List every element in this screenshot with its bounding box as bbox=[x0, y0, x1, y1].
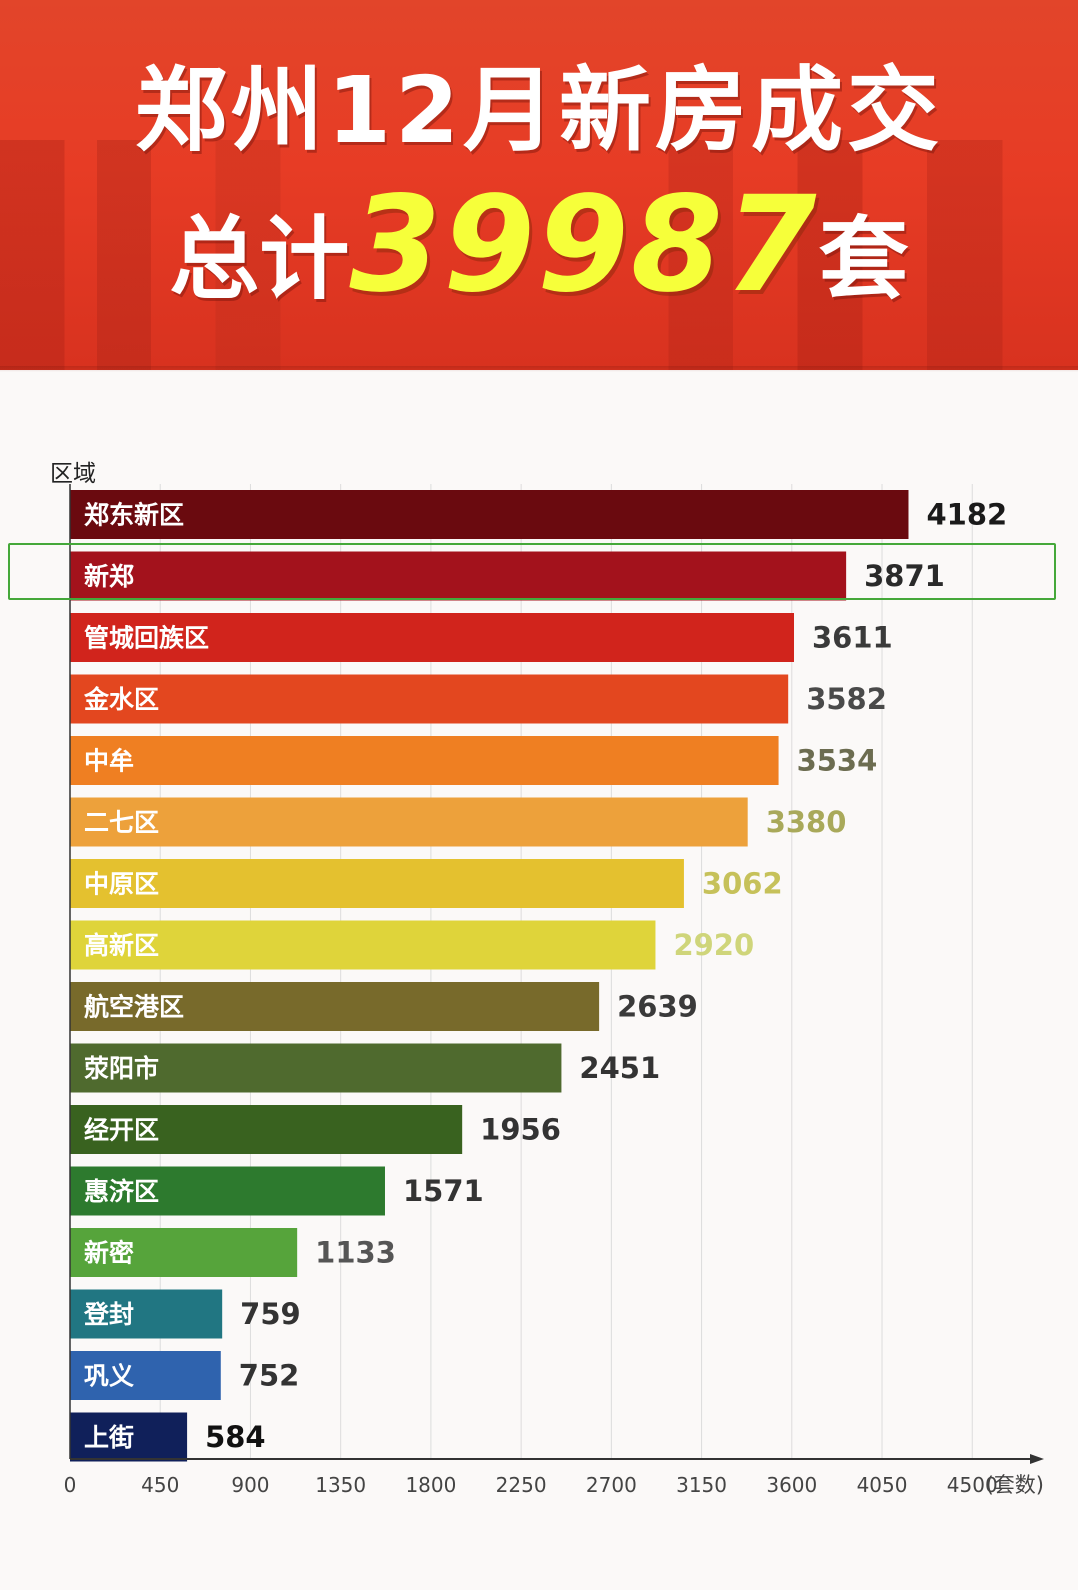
banner-title: 郑州12月新房成交 bbox=[134, 57, 944, 164]
bar bbox=[70, 982, 600, 1031]
value-label: 2639 bbox=[617, 990, 698, 1024]
value-label: 3871 bbox=[864, 559, 945, 593]
value-label: 1956 bbox=[480, 1113, 561, 1147]
x-tick-label: 900 bbox=[231, 1473, 269, 1497]
value-label: 3534 bbox=[797, 744, 878, 778]
category-label: 新郑 bbox=[84, 562, 134, 591]
x-tick-label: 2250 bbox=[496, 1473, 547, 1497]
bar bbox=[70, 736, 779, 785]
bar bbox=[70, 1228, 298, 1277]
value-label: 584 bbox=[205, 1420, 266, 1454]
banner-total: 总计39987套 bbox=[0, 168, 1078, 322]
total-prefix: 总计 bbox=[169, 207, 350, 312]
x-tick-label: 450 bbox=[141, 1473, 179, 1497]
x-tick-label: 4050 bbox=[857, 1473, 908, 1497]
category-label: 中原区 bbox=[84, 870, 159, 899]
x-tick-label: 4500 bbox=[947, 1473, 998, 1497]
value-label: 1133 bbox=[315, 1236, 396, 1270]
value-label: 1571 bbox=[403, 1174, 484, 1208]
category-label: 金水区 bbox=[83, 685, 159, 714]
category-label: 荥阳市 bbox=[84, 1054, 159, 1083]
value-label: 2451 bbox=[579, 1051, 660, 1085]
value-label: 4182 bbox=[926, 498, 1007, 532]
x-axis-arrow bbox=[1030, 1454, 1044, 1464]
bar bbox=[70, 1412, 188, 1462]
category-label: 管城回族区 bbox=[84, 624, 209, 653]
bar bbox=[70, 613, 795, 662]
value-label: 3582 bbox=[806, 682, 887, 716]
x-tick-label: 2700 bbox=[586, 1473, 637, 1497]
x-tick-label: 0 bbox=[64, 1473, 77, 1497]
bar bbox=[70, 859, 684, 908]
x-tick-label: 3150 bbox=[676, 1473, 727, 1497]
category-label: 惠济区 bbox=[84, 1177, 159, 1206]
category-label: 郑东新区 bbox=[84, 501, 184, 530]
x-tick-label: 3600 bbox=[766, 1473, 817, 1497]
banner: 郑州12月新房成交 总计39987套 bbox=[0, 0, 1078, 370]
bar bbox=[70, 1043, 562, 1093]
value-label: 759 bbox=[240, 1297, 301, 1331]
value-label: 752 bbox=[239, 1359, 300, 1393]
bar bbox=[70, 1105, 463, 1154]
bar bbox=[70, 490, 909, 539]
bar bbox=[70, 797, 748, 847]
category-label: 高新区 bbox=[84, 931, 159, 960]
bar bbox=[70, 551, 847, 601]
bar bbox=[70, 674, 789, 724]
x-tick-label: 1800 bbox=[405, 1473, 456, 1497]
y-axis-title: 区域 bbox=[50, 461, 96, 487]
bar bbox=[70, 920, 656, 970]
category-label: 二七区 bbox=[84, 808, 159, 837]
total-number: 39987 bbox=[349, 168, 819, 322]
skyline-background bbox=[0, 140, 1078, 370]
category-label: 中牟 bbox=[84, 747, 134, 776]
category-label: 经开区 bbox=[84, 1116, 159, 1145]
category-label: 新密 bbox=[84, 1239, 134, 1268]
category-label: 巩义 bbox=[84, 1362, 134, 1391]
bar bbox=[70, 1166, 385, 1216]
bar bbox=[70, 1289, 223, 1339]
value-label: 3611 bbox=[812, 621, 893, 655]
category-label: 登封 bbox=[83, 1300, 134, 1329]
x-axis-unit: (套数) bbox=[986, 1473, 1044, 1497]
x-tick-label: 1350 bbox=[315, 1473, 366, 1497]
total-suffix: 套 bbox=[818, 207, 909, 312]
category-label: 航空港区 bbox=[84, 993, 184, 1022]
value-label: 2920 bbox=[673, 928, 754, 962]
value-label: 3380 bbox=[766, 805, 847, 839]
category-label: 上街 bbox=[84, 1423, 134, 1452]
bar bbox=[70, 1351, 221, 1400]
banner-divider bbox=[0, 366, 1078, 372]
value-label: 3062 bbox=[702, 867, 783, 901]
selected-row-highlight bbox=[8, 543, 1056, 600]
